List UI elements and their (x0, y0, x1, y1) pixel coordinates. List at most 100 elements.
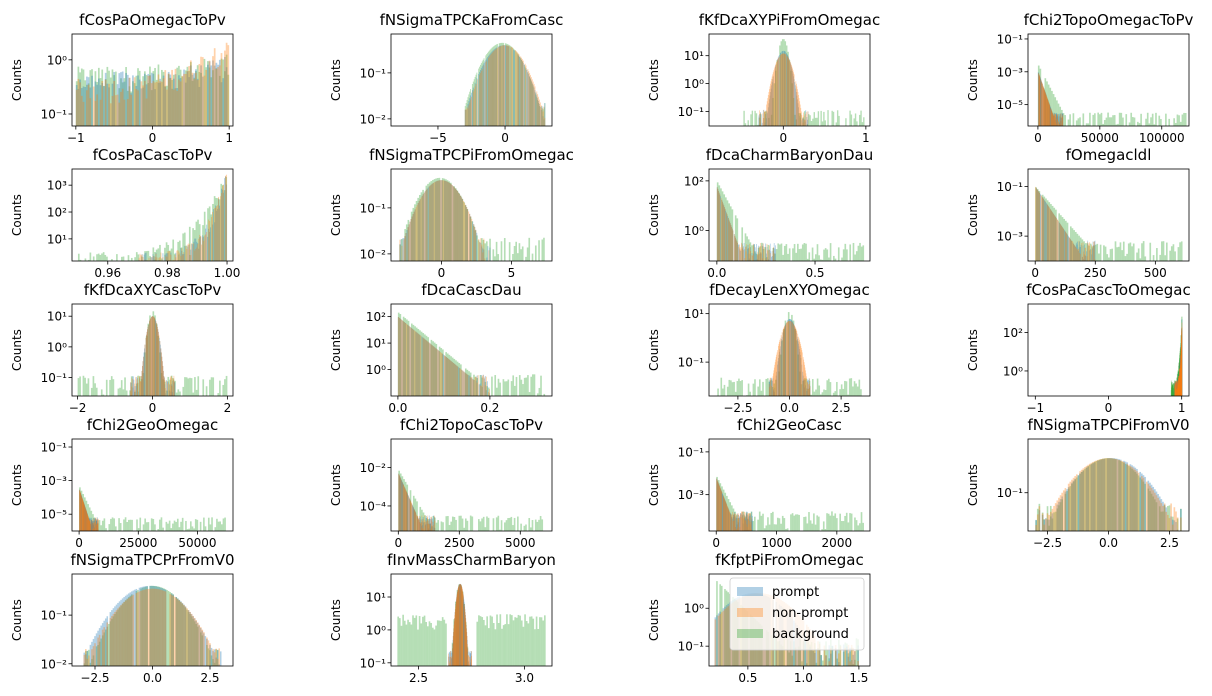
histogram-bar-non-prompt (798, 94, 799, 126)
histogram-bar-background (126, 90, 129, 126)
histogram-bar-background (503, 42, 505, 126)
histogram-bar-non-prompt (800, 343, 801, 396)
histogram-bar-background (529, 616, 531, 666)
histogram-bar-non-prompt (187, 610, 190, 666)
histogram-bar-non-prompt (776, 60, 778, 126)
histogram-bar-non-prompt (792, 70, 794, 126)
histogram-bar-prompt (1051, 111, 1053, 126)
histogram-bar-non-prompt (83, 502, 85, 531)
histogram-bar-prompt (170, 383, 172, 396)
histogram-bar-non-prompt (188, 66, 190, 126)
histogram-bar-prompt (77, 88, 80, 126)
histogram-bar-non-prompt (788, 321, 789, 396)
histogram-bar-background (207, 517, 210, 531)
histogram-bar-prompt (165, 380, 167, 396)
histogram-bar-prompt (155, 252, 157, 261)
histogram-bar-prompt (1083, 258, 1085, 261)
histogram-bar-background (161, 69, 163, 126)
histogram-bar-prompt (160, 587, 162, 666)
x-tick-label: 2.5 (1160, 536, 1179, 550)
histogram-bar-background (497, 254, 500, 261)
histogram-bar-background (1105, 458, 1107, 531)
histogram-bar-background (499, 382, 501, 396)
histogram-bar-non-prompt (126, 99, 129, 126)
histogram-bar-non-prompt (852, 647, 855, 666)
histogram-bar-prompt (405, 490, 407, 531)
histogram-bar-non-prompt (440, 352, 442, 396)
histogram-bar-background (763, 528, 766, 531)
histogram-bar-prompt (91, 521, 93, 531)
histogram-bar-prompt (759, 253, 761, 261)
histogram-bar-non-prompt (173, 375, 175, 396)
histogram-bar-background (818, 516, 820, 531)
histogram-bar-background (1061, 217, 1064, 261)
histogram-bar-non-prompt (426, 188, 428, 261)
histogram-bar-prompt (739, 516, 740, 531)
histogram-bar-background (198, 224, 201, 261)
histogram-bar-background (176, 518, 179, 531)
histogram-bar-background (414, 498, 417, 531)
histogram-bar-prompt (748, 516, 750, 531)
histogram-bar-background (834, 391, 837, 396)
histogram-bar-background (1179, 355, 1181, 396)
histogram-bar-background (1177, 378, 1178, 396)
histogram-bar-background (1067, 119, 1070, 126)
histogram-bar-prompt (1174, 385, 1176, 396)
histogram-bar-background (1104, 246, 1107, 261)
histogram-bar-background (162, 71, 165, 126)
histogram-bar-non-prompt (82, 500, 84, 531)
histogram-bar-non-prompt (426, 340, 428, 396)
histogram-bar-background (446, 180, 449, 261)
histogram-bar-prompt (133, 376, 134, 396)
histogram-bar-background (210, 77, 213, 126)
histogram-bar-background (486, 386, 488, 396)
histogram-bar-non-prompt (488, 57, 489, 126)
histogram-bar-prompt (1177, 379, 1179, 396)
histogram-bar-non-prompt (449, 183, 451, 261)
histogram-bar-prompt (189, 65, 192, 126)
histogram-bar-background (1048, 525, 1050, 531)
histogram-bar-prompt (165, 253, 167, 261)
histogram-bar-background (778, 641, 781, 666)
histogram-bar-background (1106, 458, 1109, 531)
histogram-bar-prompt (445, 181, 447, 261)
histogram-bar-prompt (771, 82, 773, 126)
histogram-bar-background (794, 647, 797, 666)
histogram-bar-non-prompt (1044, 200, 1046, 261)
histogram-bar-prompt (172, 380, 174, 396)
histogram-bar-non-prompt (803, 359, 805, 396)
histogram-bar-background (819, 259, 822, 261)
histogram-bar-background (781, 646, 784, 666)
histogram-bar-non-prompt (403, 485, 405, 531)
histogram-bar-prompt (813, 652, 816, 666)
histogram-bar-prompt (143, 356, 144, 396)
histogram-bar-background (80, 490, 83, 531)
histogram-bar-non-prompt (721, 199, 723, 261)
histogram-bar-non-prompt (153, 316, 154, 396)
histogram-bar-prompt (770, 92, 771, 126)
histogram-bar-background (417, 629, 419, 666)
histogram-bar-non-prompt (425, 340, 427, 396)
histogram-bar-prompt (113, 71, 116, 126)
histogram-bar-prompt (158, 587, 161, 666)
histogram-bar-background (1101, 458, 1104, 531)
histogram-bar-background (1174, 380, 1176, 396)
histogram-bar-background (406, 484, 409, 531)
histogram-bar-background (842, 651, 845, 666)
histogram-bar-background (747, 239, 750, 261)
histogram-bar-prompt (474, 82, 476, 126)
histogram-bar-background (415, 200, 418, 261)
histogram-bar-background (438, 620, 441, 666)
histogram-bar-background (415, 327, 418, 396)
histogram-bar-prompt (452, 648, 453, 666)
histogram-bar-background (513, 246, 516, 261)
histogram-bar-non-prompt (93, 517, 95, 531)
x-tick-label: −2.5 (723, 401, 752, 415)
histogram-bar-background (1167, 506, 1169, 531)
histogram-bar-background (1055, 209, 1057, 261)
histogram-bar-prompt (124, 595, 127, 666)
histogram-bar-prompt (467, 648, 469, 666)
histogram-bar-non-prompt (1178, 378, 1180, 396)
y-tick-label: 10⁻¹ (41, 441, 68, 455)
histogram-bar-non-prompt (1178, 380, 1180, 396)
